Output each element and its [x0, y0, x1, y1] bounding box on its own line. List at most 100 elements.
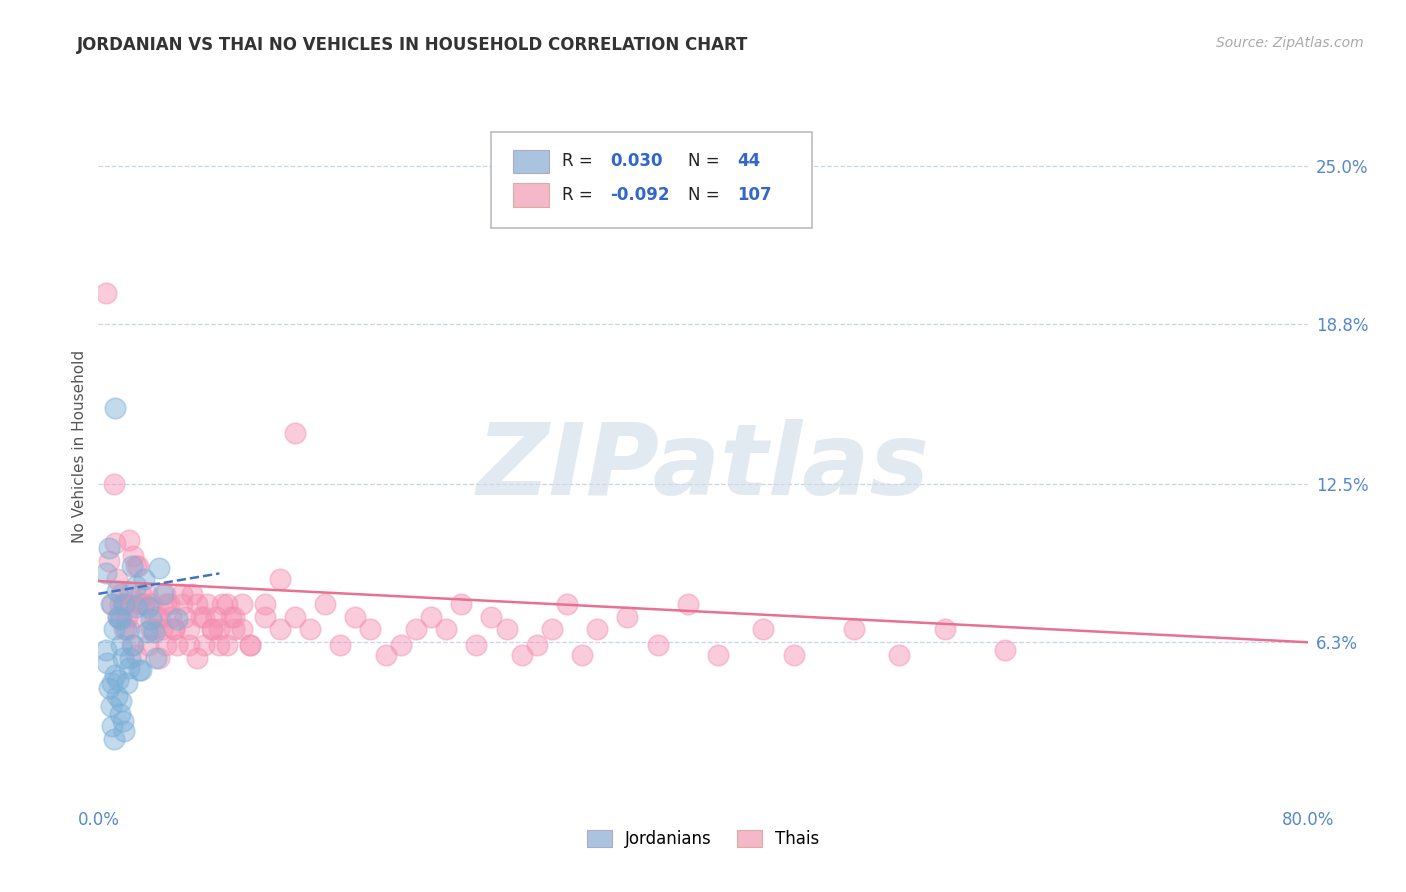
Point	[269, 623, 291, 637]
Text: JORDANIAN VS THAI NO VEHICLES IN HOUSEHOLD CORRELATION CHART: JORDANIAN VS THAI NO VEHICLES IN HOUSEHO…	[77, 36, 749, 54]
Point	[224, 623, 246, 637]
Point	[110, 587, 132, 601]
Point	[211, 597, 233, 611]
Point	[101, 676, 124, 690]
Point	[465, 638, 488, 652]
Point	[118, 623, 141, 637]
Point	[299, 623, 322, 637]
Point	[148, 609, 170, 624]
Point	[420, 609, 443, 624]
Point	[752, 623, 775, 637]
Point	[495, 623, 517, 637]
Point	[129, 587, 152, 601]
Point	[269, 572, 291, 586]
Point	[186, 650, 208, 665]
Point	[231, 597, 253, 611]
Point	[284, 609, 307, 624]
Point	[783, 648, 806, 662]
Point	[135, 587, 157, 601]
Point	[101, 719, 124, 733]
Point	[103, 623, 125, 637]
Point	[111, 714, 134, 729]
Point	[166, 612, 188, 626]
Point	[153, 587, 176, 601]
Point	[145, 609, 167, 624]
Point	[208, 623, 231, 637]
Point	[676, 597, 699, 611]
Point	[135, 625, 157, 640]
Point	[224, 609, 246, 624]
Point	[179, 638, 201, 652]
Point	[208, 638, 231, 652]
FancyBboxPatch shape	[513, 150, 550, 173]
Text: R =: R =	[561, 152, 598, 169]
Point	[329, 638, 352, 652]
Point	[94, 566, 117, 581]
Point	[112, 724, 135, 739]
Point	[132, 597, 155, 611]
Point	[205, 609, 228, 624]
Point	[190, 609, 212, 624]
Point	[707, 648, 730, 662]
Point	[163, 623, 186, 637]
Point	[148, 650, 170, 665]
Point	[934, 623, 956, 637]
Point	[136, 638, 159, 652]
Point	[105, 584, 128, 599]
Point	[107, 609, 129, 624]
Point	[193, 638, 215, 652]
Point	[125, 599, 148, 614]
Point	[540, 623, 562, 637]
Legend: Jordanians, Thais: Jordanians, Thais	[581, 823, 825, 855]
Text: 44: 44	[737, 152, 761, 169]
Point	[314, 597, 336, 611]
Point	[231, 623, 253, 637]
Point	[121, 638, 143, 652]
Point	[110, 638, 132, 652]
Point	[107, 609, 129, 624]
Point	[101, 597, 124, 611]
Point	[108, 706, 131, 721]
Point	[115, 609, 138, 624]
Point	[481, 609, 503, 624]
Point	[94, 643, 117, 657]
Point	[148, 561, 170, 575]
Point	[129, 663, 152, 677]
Point	[124, 609, 146, 624]
Point	[103, 477, 125, 491]
Point	[239, 638, 262, 652]
Point	[150, 623, 173, 637]
Point	[114, 623, 136, 637]
Point	[118, 661, 141, 675]
Point	[98, 681, 121, 695]
Point	[555, 597, 578, 611]
Point	[186, 597, 208, 611]
Point	[586, 623, 609, 637]
Text: N =: N =	[689, 152, 725, 169]
Point	[434, 623, 457, 637]
Point	[239, 638, 262, 652]
Point	[104, 668, 127, 682]
Text: 107: 107	[737, 186, 772, 203]
Point	[201, 623, 224, 637]
Point	[173, 609, 195, 624]
Point	[215, 638, 238, 652]
Point	[159, 597, 181, 611]
Point	[112, 623, 135, 637]
Point	[107, 673, 129, 688]
Point	[100, 597, 122, 611]
Point	[121, 558, 143, 573]
Point	[344, 609, 367, 624]
Point	[100, 698, 122, 713]
Point	[160, 609, 183, 624]
Point	[125, 558, 148, 573]
Point	[201, 623, 224, 637]
Point	[132, 572, 155, 586]
Point	[94, 286, 117, 301]
Point	[110, 609, 132, 624]
Point	[170, 597, 193, 611]
Point	[155, 597, 177, 611]
FancyBboxPatch shape	[492, 132, 811, 228]
Point	[111, 650, 134, 665]
Point	[450, 597, 472, 611]
